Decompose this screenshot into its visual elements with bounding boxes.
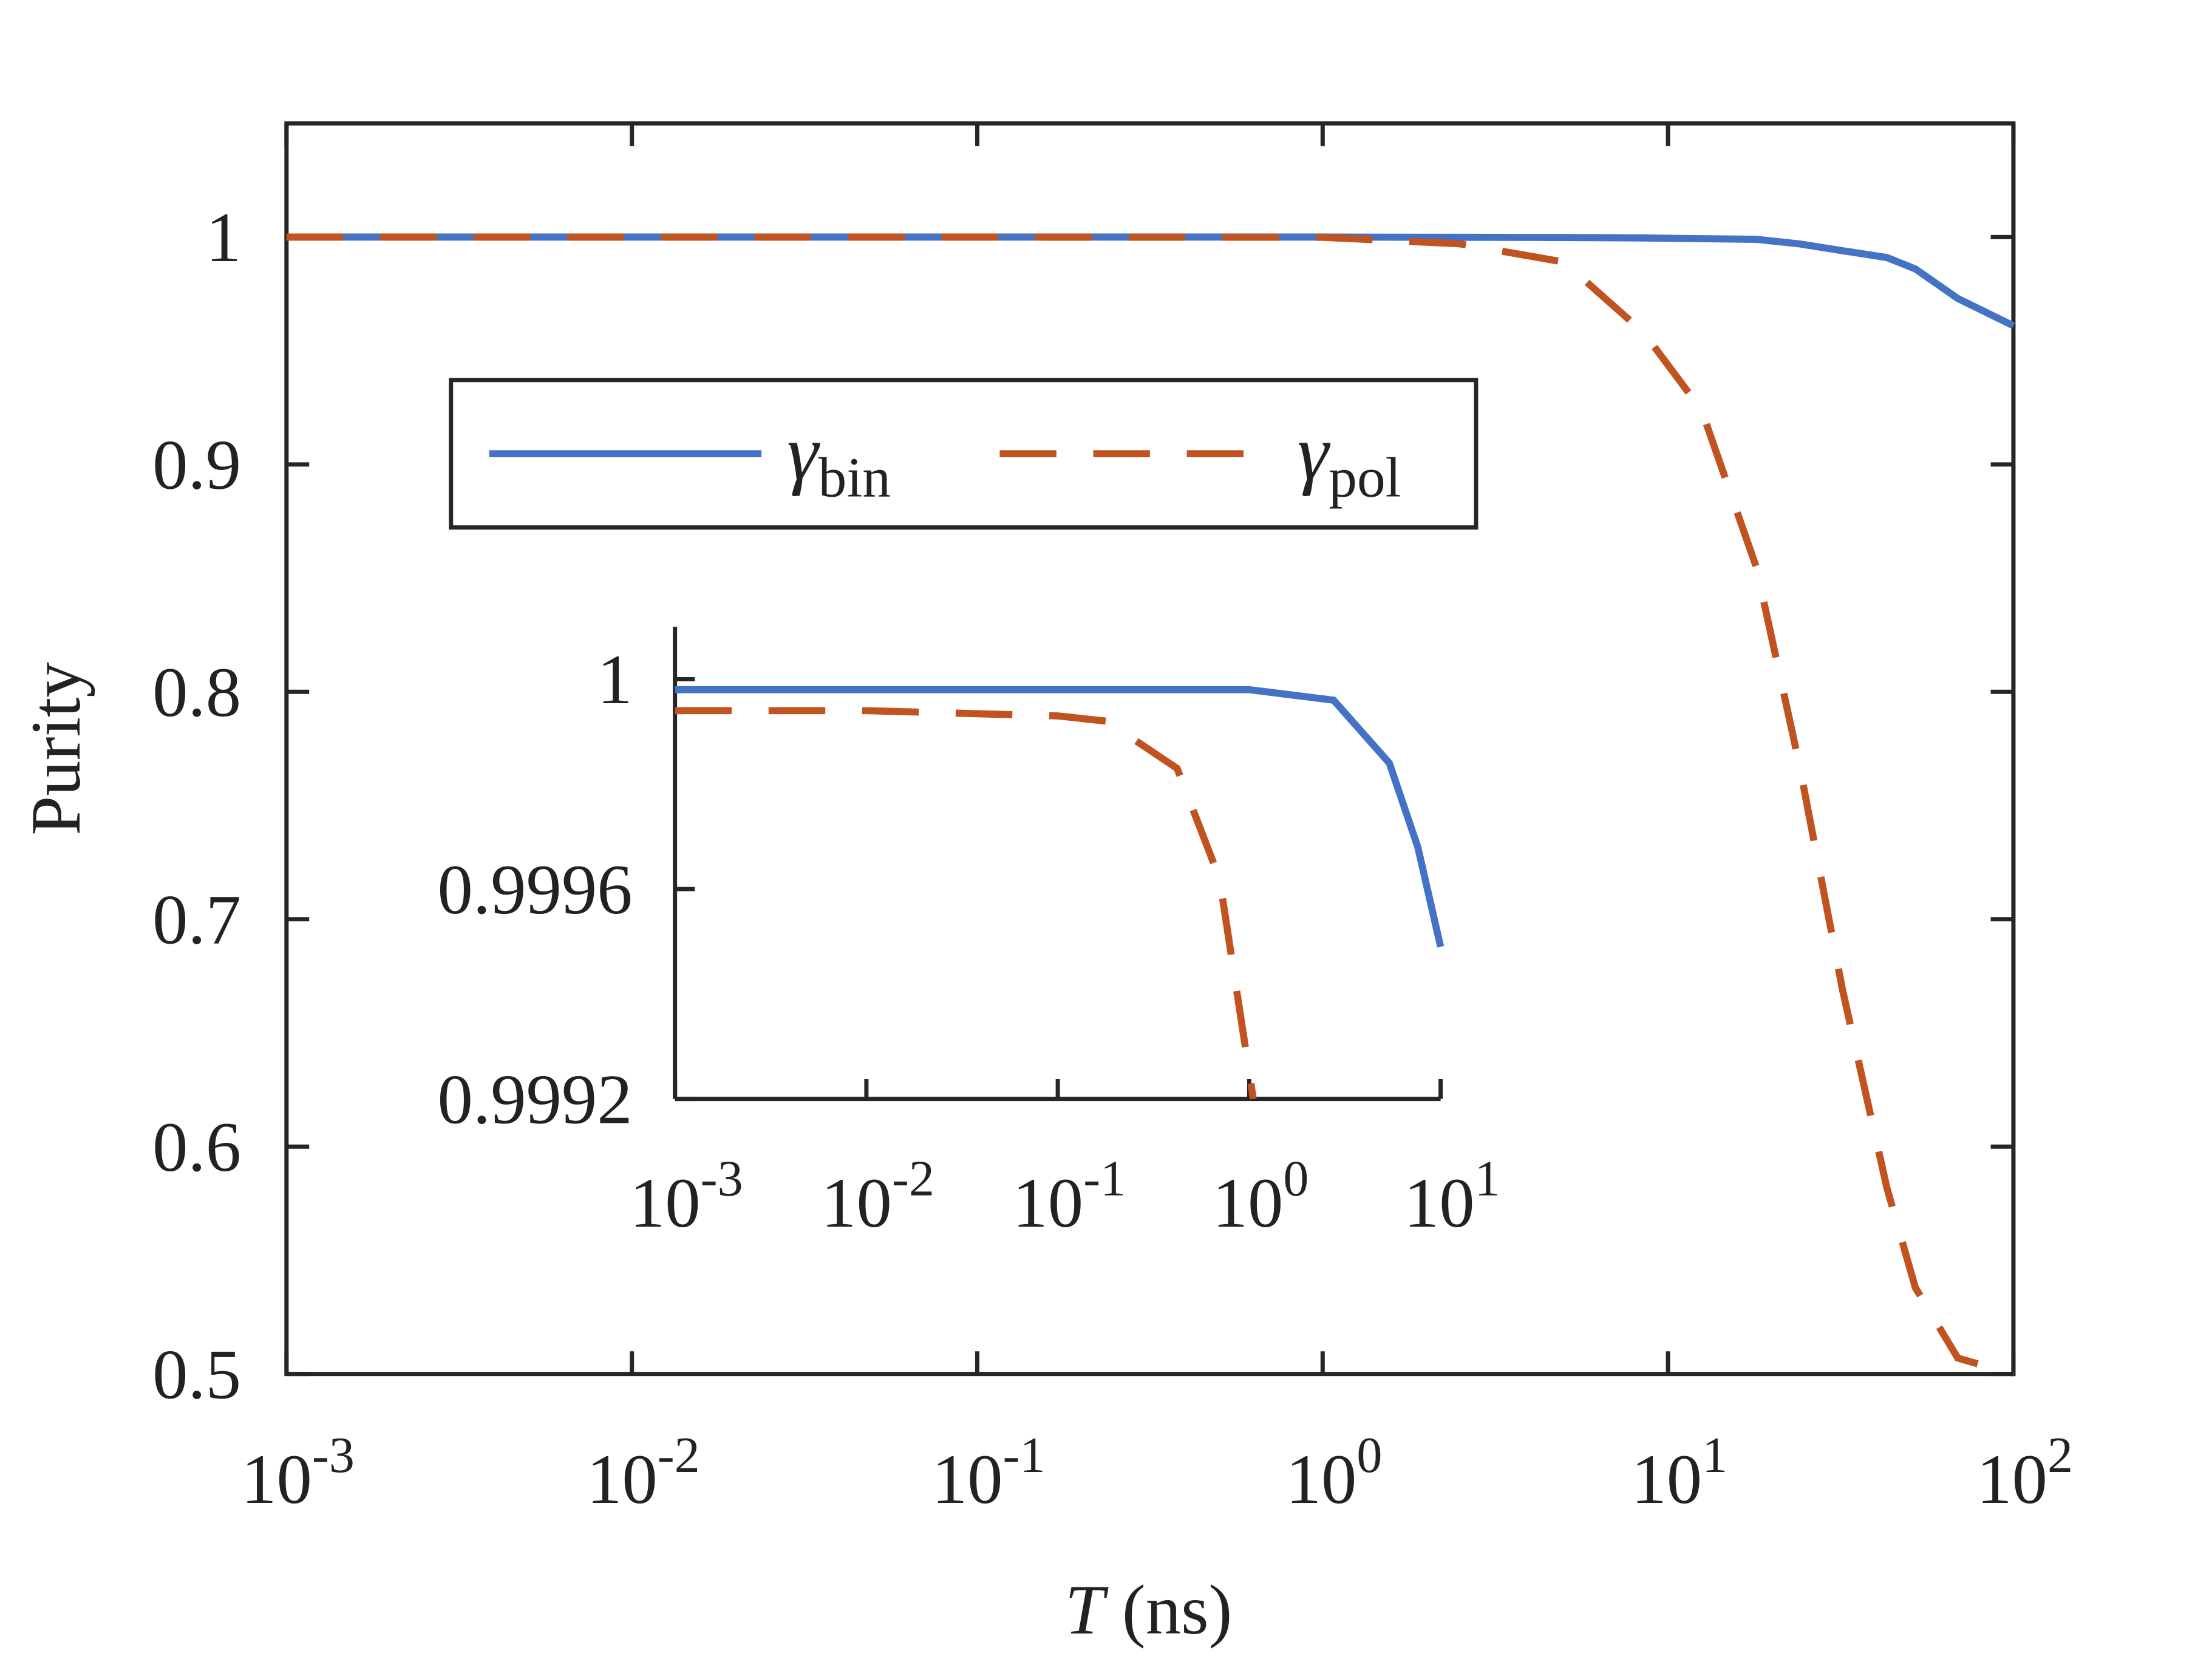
y-tick-label: 1 [597,641,632,719]
text-part: 1 [1475,1150,1500,1207]
text-part: -3 [312,1427,355,1484]
y-axis-label: Purity [17,662,95,835]
text-part: -2 [892,1150,934,1207]
x-tick-label: 100 [1213,1150,1309,1242]
legend-label: γbin [787,409,891,509]
y-tick-label: 0.9992 [438,1060,633,1139]
text-part: (ns) [1104,1571,1233,1649]
y-tick-label: 1 [206,199,241,277]
legend-label: γpol [1298,409,1401,509]
text-part: T [1065,1571,1109,1649]
x-tick-label: 101 [1404,1150,1500,1242]
x-tick-label: 10-1 [1012,1150,1126,1242]
x-tick-label: 10-2 [587,1427,700,1519]
y-tick-label: 0.6 [152,1108,241,1187]
x-tick-label: 100 [1286,1427,1383,1519]
x-tick-label: 101 [1631,1427,1727,1519]
y-tick-label: 0.7 [152,881,241,959]
text-part: pol [1329,446,1401,509]
text-part: γ [787,409,820,497]
text-part: 10 [1976,1440,2047,1519]
text-part: 10 [1213,1164,1284,1242]
text-part: -3 [701,1150,743,1207]
y-tick-label: 0.5 [152,1335,241,1414]
plot-frame [284,121,2016,1377]
text-part: γ [1298,409,1331,497]
text-part: 10 [587,1440,658,1519]
text-part: 10 [932,1440,1003,1519]
text-part: 10 [1012,1164,1083,1242]
text-part: 10 [1286,1440,1357,1519]
series-line [675,707,1257,1100]
y-tick-label: 0.8 [152,653,241,732]
text-part: -1 [1003,1427,1046,1484]
x-tick-label: 10-3 [630,1150,743,1242]
y-tick-label: 0.9996 [438,851,633,929]
x-tick-label: 102 [1976,1427,2073,1519]
text-part: 10 [630,1164,701,1242]
text-part: 10 [821,1164,892,1242]
text-part: 10 [1631,1440,1702,1519]
series-line [286,233,2015,329]
x-tick-label: 10-1 [932,1427,1046,1519]
series-line [675,686,1445,948]
x-axis-label: T (ns) [1065,1571,1233,1649]
series-line [286,233,2015,1378]
text-part: 0 [1356,1427,1382,1484]
text-part: -1 [1083,1150,1126,1207]
x-tick-label: 10-2 [821,1150,934,1242]
text-part: 10 [241,1440,312,1519]
text-part: bin [818,446,891,509]
x-tick-label: 10-3 [241,1427,355,1519]
y-tick-label: 0.9 [152,426,241,505]
text-part: 10 [1404,1164,1475,1242]
text-part: 1 [1702,1427,1727,1484]
text-part: 2 [2047,1427,2073,1484]
text-part: 0 [1283,1150,1308,1207]
text-part: -2 [658,1427,700,1484]
